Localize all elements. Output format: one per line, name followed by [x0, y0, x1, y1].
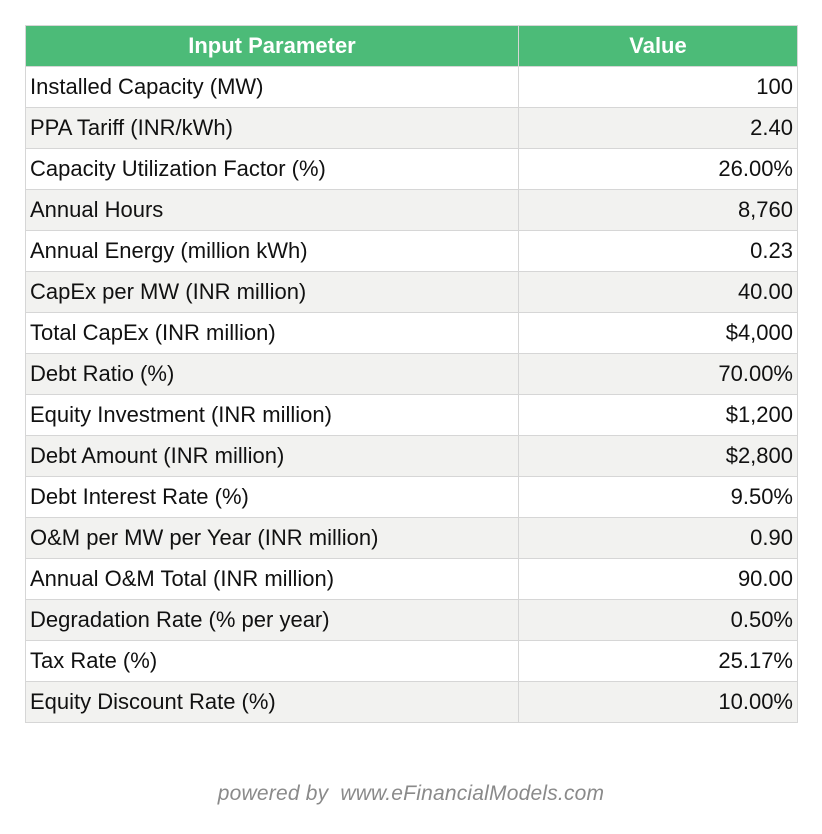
- value-cell: 2.40: [518, 107, 798, 149]
- table-row: Capacity Utilization Factor (%) 26.00%: [25, 148, 798, 190]
- value-cell: 8,760: [518, 189, 798, 231]
- value-cell: 100: [518, 66, 798, 108]
- table-row: Installed Capacity (MW) 100: [25, 66, 798, 108]
- header-value: Value: [518, 25, 798, 67]
- table-row: Annual O&M Total (INR million) 90.00: [25, 558, 798, 600]
- table-row: Tax Rate (%) 25.17%: [25, 640, 798, 682]
- value-cell: 0.50%: [518, 599, 798, 641]
- parameter-cell: Debt Interest Rate (%): [25, 476, 519, 518]
- table-row: Equity Discount Rate (%) 10.00%: [25, 681, 798, 723]
- parameter-cell: Total CapEx (INR million): [25, 312, 519, 354]
- parameter-cell: Tax Rate (%): [25, 640, 519, 682]
- table-header-row: Input Parameter Value: [25, 25, 798, 67]
- value-cell: 70.00%: [518, 353, 798, 395]
- table-row: Total CapEx (INR million) $4,000: [25, 312, 798, 354]
- parameter-cell: Annual O&M Total (INR million): [25, 558, 519, 600]
- parameter-cell: PPA Tariff (INR/kWh): [25, 107, 519, 149]
- parameter-cell: Debt Ratio (%): [25, 353, 519, 395]
- table-row: Debt Ratio (%) 70.00%: [25, 353, 798, 395]
- table-row: Annual Energy (million kWh) 0.23: [25, 230, 798, 272]
- parameter-cell: Installed Capacity (MW): [25, 66, 519, 108]
- powered-by-label: powered by: [217, 782, 329, 805]
- value-cell: 26.00%: [518, 148, 798, 190]
- table-row: CapEx per MW (INR million) 40.00: [25, 271, 798, 313]
- value-cell: 40.00: [518, 271, 798, 313]
- value-cell: 9.50%: [518, 476, 798, 518]
- parameter-cell: Degradation Rate (% per year): [25, 599, 519, 641]
- table-row: Equity Investment (INR million) $1,200: [25, 394, 798, 436]
- table-row: Debt Amount (INR million) $2,800: [25, 435, 798, 477]
- table-row: Debt Interest Rate (%) 9.50%: [25, 476, 798, 518]
- footer-site-link[interactable]: www.eFinancialModels.com: [340, 782, 605, 805]
- header-input-parameter: Input Parameter: [25, 25, 519, 67]
- parameter-cell: Annual Hours: [25, 189, 519, 231]
- parameter-cell: O&M per MW per Year (INR million): [25, 517, 519, 559]
- powered-by-footer: powered by www.eFinancialModels.com: [0, 782, 822, 806]
- table-row: O&M per MW per Year (INR million) 0.90: [25, 517, 798, 559]
- value-cell: $2,800: [518, 435, 798, 477]
- table-row: Annual Hours 8,760: [25, 189, 798, 231]
- value-cell: 0.23: [518, 230, 798, 272]
- parameter-cell: Equity Investment (INR million): [25, 394, 519, 436]
- parameter-cell: Annual Energy (million kWh): [25, 230, 519, 272]
- value-cell: 25.17%: [518, 640, 798, 682]
- value-cell: 0.90: [518, 517, 798, 559]
- parameter-cell: Capacity Utilization Factor (%): [25, 148, 519, 190]
- value-cell: $1,200: [518, 394, 798, 436]
- value-cell: 10.00%: [518, 681, 798, 723]
- table-row: PPA Tariff (INR/kWh) 2.40: [25, 107, 798, 149]
- input-parameters-table: Input Parameter Value Installed Capacity…: [25, 25, 798, 723]
- table-row: Degradation Rate (% per year) 0.50%: [25, 599, 798, 641]
- parameter-cell: CapEx per MW (INR million): [25, 271, 519, 313]
- value-cell: 90.00: [518, 558, 798, 600]
- parameter-cell: Equity Discount Rate (%): [25, 681, 519, 723]
- parameter-cell: Debt Amount (INR million): [25, 435, 519, 477]
- value-cell: $4,000: [518, 312, 798, 354]
